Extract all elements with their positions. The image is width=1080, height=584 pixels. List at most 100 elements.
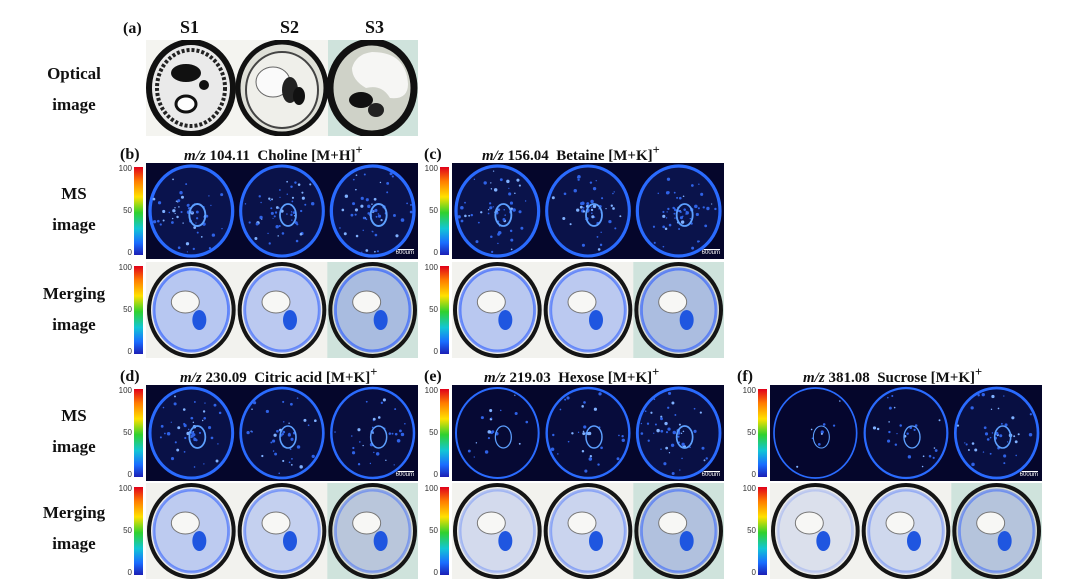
tissue-s2 xyxy=(543,483,633,579)
colorbar-tick-50: 50 xyxy=(123,206,132,215)
tissue-s2 xyxy=(863,386,949,480)
charge: + xyxy=(975,365,983,379)
colorbar-tick-0: 0 xyxy=(127,470,132,479)
mz-prefix: m/z xyxy=(482,148,504,164)
strip-d-merge xyxy=(146,483,418,579)
ms-image-row-label-top: MS image xyxy=(42,178,106,240)
image-d-ms xyxy=(146,385,418,481)
tissue-s2 xyxy=(239,164,325,258)
compound-name: Sucrose [M+K] xyxy=(877,370,976,386)
image-b-merge xyxy=(146,262,418,358)
tissue-s1 xyxy=(454,164,541,258)
tissue-s3 xyxy=(328,262,418,358)
mz-value: 381.08 xyxy=(828,370,870,386)
panel-f-letter: (f) xyxy=(737,368,753,385)
tissue-s1 xyxy=(771,483,860,579)
tissue-s1 xyxy=(148,386,235,480)
tissue-s2 xyxy=(239,386,325,480)
strip-d-ms: 600um xyxy=(146,385,418,481)
scale-bar-label: 600um xyxy=(701,472,720,478)
scale-bar: 600um xyxy=(396,471,414,478)
optical-s1 xyxy=(146,40,236,136)
scale-bar: 600um xyxy=(702,471,720,478)
scale-bar-line xyxy=(397,471,414,472)
tissue-s3 xyxy=(635,164,722,258)
merge-label-line2-b: image xyxy=(52,534,96,553)
tissue-s3 xyxy=(329,164,416,258)
tissue-s2 xyxy=(237,262,327,358)
colorbar-e-ms xyxy=(440,389,449,477)
image-f-merge xyxy=(770,483,1042,579)
colorbar-tick-50: 50 xyxy=(123,526,132,535)
colorbar-e-merge xyxy=(440,487,449,575)
image-e-merge xyxy=(452,483,724,579)
tissue-s3 xyxy=(953,386,1040,480)
colorbar-tick-0: 0 xyxy=(127,568,132,577)
compound-name: Citric acid [M+K] xyxy=(254,370,371,386)
charge: + xyxy=(652,365,660,379)
scale-bar: 600um xyxy=(1020,471,1038,478)
image-c-merge xyxy=(452,262,724,358)
panel-d-letter: (d) xyxy=(120,368,140,385)
optical-images xyxy=(146,40,418,136)
optical-s3 xyxy=(326,40,418,136)
scale-bar-label: 600um xyxy=(395,472,414,478)
colorbar-f-ms xyxy=(758,389,767,477)
ms-label-line1-b: MS xyxy=(61,406,87,425)
image-f-ms xyxy=(770,385,1042,481)
scale-bar-label: 600um xyxy=(395,250,414,256)
merging-image-row-label-bottom: Merging image xyxy=(42,497,106,559)
colorbar-tick-50: 50 xyxy=(747,526,756,535)
colorbar-tick-50: 50 xyxy=(123,305,132,314)
colorbar-tick-50: 50 xyxy=(123,428,132,437)
strip-e-merge xyxy=(452,483,724,579)
colorbar-tick-100: 100 xyxy=(118,386,132,395)
image-e-ms xyxy=(452,385,724,481)
scale-bar-line xyxy=(703,249,720,250)
colorbar-tick-100: 100 xyxy=(424,484,438,493)
strip-c-ms: 600um xyxy=(452,163,724,259)
colorbar-tick-100: 100 xyxy=(118,484,132,493)
colorbar-tick-100: 100 xyxy=(424,386,438,395)
mz-prefix: m/z xyxy=(184,148,206,164)
colorbar-tick-50: 50 xyxy=(429,526,438,535)
colorbar-tick-0: 0 xyxy=(433,470,438,479)
merge-label-line1-b: Merging xyxy=(42,503,106,522)
optical-label-line1: Optical xyxy=(47,64,101,83)
colorbar-tick-100: 100 xyxy=(118,263,132,272)
panel-f-title: m/z 381.08 Sucrose [M+K]+ xyxy=(803,365,982,387)
colorbar-tick-50: 50 xyxy=(429,428,438,437)
panel-b-title: m/z 104.11 Choline [M+H]+ xyxy=(184,143,363,165)
tissue-s2 xyxy=(237,483,327,579)
merge-label-line1: Merging xyxy=(42,284,106,303)
panel-c-letter: (c) xyxy=(424,146,442,163)
merging-image-row-label-top: Merging image xyxy=(42,278,106,340)
scale-bar-label: 600um xyxy=(701,250,720,256)
ms-label-line1: MS xyxy=(61,184,87,203)
compound-name: Hexose [M+K] xyxy=(558,370,653,386)
colorbar-tick-100: 100 xyxy=(742,386,756,395)
tissue-s1 xyxy=(453,483,542,579)
ms-image-row-label-bottom: MS image xyxy=(42,400,106,462)
panel-e-letter: (e) xyxy=(424,368,442,385)
scale-bar: 600um xyxy=(396,249,414,256)
colorbar-tick-50: 50 xyxy=(429,206,438,215)
tissue-s3 xyxy=(634,262,724,358)
colorbar-f-merge xyxy=(758,487,767,575)
tissue-s1 xyxy=(773,387,858,479)
mz-prefix: m/z xyxy=(180,370,202,386)
colorbar-tick-100: 100 xyxy=(424,263,438,272)
compound-name: Choline [M+H] xyxy=(257,148,356,164)
strip-c-merge xyxy=(452,262,724,358)
optical-image-row-label: Optical image xyxy=(42,58,106,120)
colorbar-b-ms xyxy=(134,167,143,255)
colorbar-d-ms xyxy=(134,389,143,477)
colorbar-b-merge xyxy=(134,266,143,354)
colorbar-tick-50: 50 xyxy=(429,305,438,314)
scale-bar-line xyxy=(1021,471,1038,472)
tissue-s1 xyxy=(455,387,540,479)
colorbar-tick-0: 0 xyxy=(751,568,756,577)
colorbar-d-merge xyxy=(134,487,143,575)
tissue-s2 xyxy=(545,386,631,480)
colorbar-tick-100: 100 xyxy=(118,164,132,173)
